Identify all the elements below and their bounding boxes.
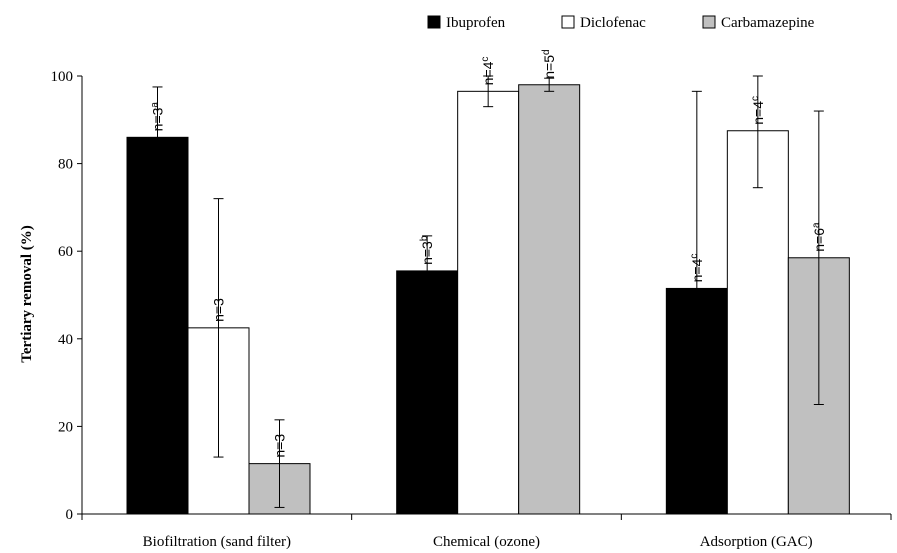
n-label-count: n=3	[150, 107, 166, 131]
n-label: n=3	[272, 434, 288, 458]
legend-label-diclofenac: Diclofenac	[580, 15, 646, 31]
n-label-count: n=4	[750, 101, 766, 125]
n-label-superscript: a	[150, 102, 161, 108]
bar-ibuprofen-2	[396, 270, 459, 515]
n-labels: n=3an=3bn=4cn=3n=4cn=4cn=3n=5dn=6a	[150, 49, 827, 457]
category-label: Chemical (ozone)	[433, 534, 540, 550]
legend-swatch-diclofenac	[561, 15, 575, 29]
n-label-superscript: c	[480, 57, 491, 62]
n-label: n=3	[211, 298, 227, 322]
n-label: n=5d	[541, 49, 557, 78]
n-label: n=4c	[480, 57, 496, 86]
n-label-count: n=3	[419, 241, 435, 265]
n-label-count: n=4	[689, 258, 705, 282]
n-label-superscript: b	[419, 235, 430, 241]
n-label: n=4c	[689, 254, 705, 283]
legend-label-ibuprofen: Ibuprofen	[446, 15, 506, 31]
y-tick-label: 40	[58, 332, 73, 348]
n-label-count: n=3	[272, 434, 288, 458]
bar-carbamazepine-2	[518, 84, 581, 515]
n-label-count: n=3	[211, 298, 227, 322]
category-label: Biofiltration (sand filter)	[143, 534, 291, 550]
category-label: Adsorption (GAC)	[700, 534, 813, 550]
y-tick-label: 20	[58, 419, 73, 435]
legend-swatch-ibuprofen	[427, 15, 441, 29]
bar-diclofenac-2	[457, 90, 520, 515]
y-tick-label: 80	[58, 157, 73, 173]
error-bars	[152, 75, 824, 514]
n-label-superscript: c	[689, 254, 700, 259]
n-label-superscript: c	[750, 96, 761, 101]
legend: Ibuprofen Diclofenac Carbamazepine	[427, 15, 815, 31]
n-label: n=4c	[750, 96, 766, 125]
n-label-count: n=4	[480, 61, 496, 85]
n-label: n=6a	[811, 222, 827, 252]
n-label: n=3a	[150, 102, 166, 132]
y-tick-label: 0	[66, 507, 74, 523]
y-tick-label: 100	[51, 69, 74, 85]
legend-swatch-carbamazepine	[702, 15, 716, 29]
y-axis-label: Tertiary removal (%)	[19, 225, 35, 362]
n-label-superscript: a	[811, 222, 822, 228]
n-label-count: n=6	[811, 228, 827, 252]
n-label-superscript: d	[541, 49, 552, 55]
bars	[126, 84, 850, 515]
legend-label-carbamazepine: Carbamazepine	[721, 15, 815, 31]
bar-diclofenac-3	[726, 130, 789, 515]
n-label: n=3b	[419, 235, 435, 265]
category-labels: Biofiltration (sand filter) Chemical (ozo…	[143, 534, 813, 550]
n-label-count: n=5	[541, 55, 557, 79]
y-tick-label: 60	[58, 244, 73, 260]
